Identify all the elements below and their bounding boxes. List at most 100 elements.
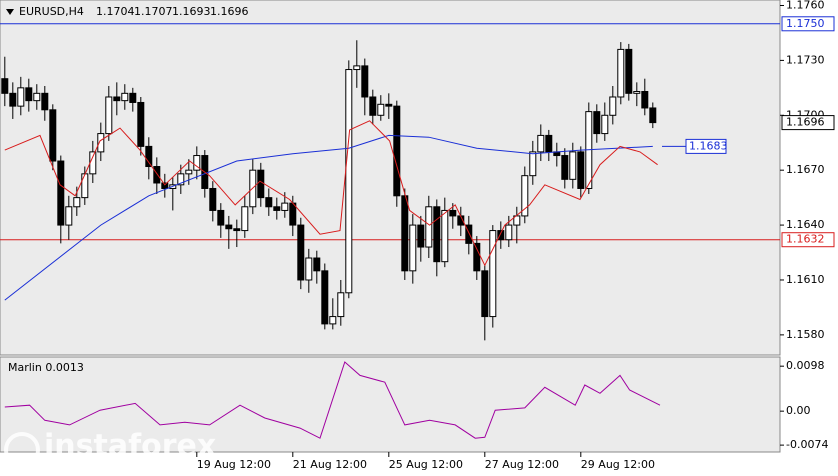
candle-body	[401, 195, 409, 272]
candle-body	[617, 48, 625, 98]
candle-body	[217, 209, 225, 226]
watermark: instaforex Instant Forex Trading	[4, 429, 216, 473]
candle-body	[353, 65, 361, 71]
candle-body	[161, 182, 169, 189]
x-tick-label: 19 Aug 12:00	[197, 458, 271, 471]
candle-body	[425, 206, 433, 248]
candle-body	[545, 134, 553, 153]
candle-body	[193, 155, 201, 171]
candle-body	[57, 160, 65, 226]
y-tick-label: 1.1580	[786, 328, 825, 341]
low: 1.1693	[172, 5, 211, 18]
x-tick-label: 27 Aug 12:00	[485, 458, 559, 471]
candle-body	[577, 151, 585, 189]
candle-body	[385, 103, 393, 107]
symbol: EURUSD,H4	[19, 5, 84, 18]
candle-body	[449, 209, 457, 217]
candle-body	[89, 151, 97, 175]
candle-body	[129, 92, 137, 103]
watermark-tagline: Instant Forex Trading	[46, 460, 162, 473]
y-tick-label: 1.1760	[786, 0, 825, 11]
candle-body	[369, 96, 377, 116]
candle-body	[601, 114, 609, 135]
candle-body	[281, 202, 289, 211]
candle-body	[321, 270, 329, 325]
candle-body	[241, 206, 249, 232]
candle-body	[593, 111, 601, 135]
candle-body	[529, 151, 537, 177]
candle-body	[137, 101, 145, 147]
moving-average	[4, 120, 658, 267]
y-tick-label: -0.0074	[786, 438, 828, 451]
candle-body	[489, 230, 497, 318]
candle-body	[81, 173, 89, 199]
candle-body	[33, 92, 41, 102]
x-tick-label: 21 Aug 12:00	[293, 458, 367, 471]
main-panel	[0, 0, 781, 356]
level-label-box	[781, 232, 835, 248]
candle-body	[345, 69, 353, 294]
candle-body	[177, 173, 185, 186]
x-tick-label: 29 Aug 12:00	[581, 458, 655, 471]
candle-body	[153, 166, 161, 184]
last-price-box	[781, 115, 835, 131]
candle-body	[377, 103, 385, 116]
candle-body	[433, 206, 441, 263]
menu-arrow	[6, 9, 14, 15]
candle-body	[633, 90, 641, 94]
candle-body	[329, 316, 337, 325]
high: 1.1707	[134, 5, 173, 18]
candle-body	[561, 155, 569, 180]
last-price-label: 1.1696	[786, 116, 825, 129]
y-tick-label: 0.00	[786, 404, 811, 417]
candle-body	[361, 65, 369, 98]
level-label: 1.1750	[786, 17, 825, 30]
y-tick-label: 1.1640	[786, 218, 825, 231]
level-label: 1.1632	[786, 233, 825, 246]
candle-body	[305, 257, 313, 281]
candle-body	[185, 169, 193, 175]
candle-body	[65, 206, 73, 226]
indicator-line	[4, 361, 661, 439]
candle-body	[209, 187, 217, 211]
moving-average	[4, 134, 653, 301]
candle-body	[505, 224, 513, 241]
watermark-brand: instaforex	[44, 429, 216, 464]
candle-body	[521, 175, 529, 217]
candle-body	[41, 92, 49, 111]
candle-body	[121, 92, 129, 102]
candle-body	[313, 257, 321, 272]
indicator-title: Marlin 0.0013	[8, 361, 84, 374]
candle-body	[265, 197, 273, 208]
candle-body	[537, 134, 545, 153]
candle-body	[25, 87, 33, 102]
open: 1.1704	[96, 5, 135, 18]
candle-body	[609, 96, 617, 116]
close: 1.1696	[210, 5, 249, 18]
candle-body	[297, 224, 305, 281]
line-label: 1.1683	[689, 139, 728, 152]
candle-body	[625, 48, 633, 94]
candle-body	[9, 92, 17, 107]
candle-body	[73, 197, 81, 208]
candle-body	[465, 224, 473, 244]
candle-body	[145, 145, 153, 168]
candle-body	[393, 105, 401, 197]
y-tick-label: 0.0098	[786, 359, 825, 372]
candle-body	[441, 209, 449, 263]
y-tick-label: 1.1670	[786, 163, 825, 176]
y-tick-label: 1.1730	[786, 53, 825, 66]
candle-body	[409, 224, 417, 272]
candle-body	[641, 90, 649, 109]
candle-body	[569, 151, 577, 180]
watermark-logo	[4, 432, 40, 468]
candle-body	[225, 224, 233, 230]
candle-body	[649, 107, 657, 124]
candle-body	[337, 292, 345, 318]
candle-body	[417, 224, 425, 248]
candle-body	[105, 96, 113, 135]
x-tick-label: 25 Aug 12:00	[389, 458, 463, 471]
candle-body	[289, 202, 297, 226]
